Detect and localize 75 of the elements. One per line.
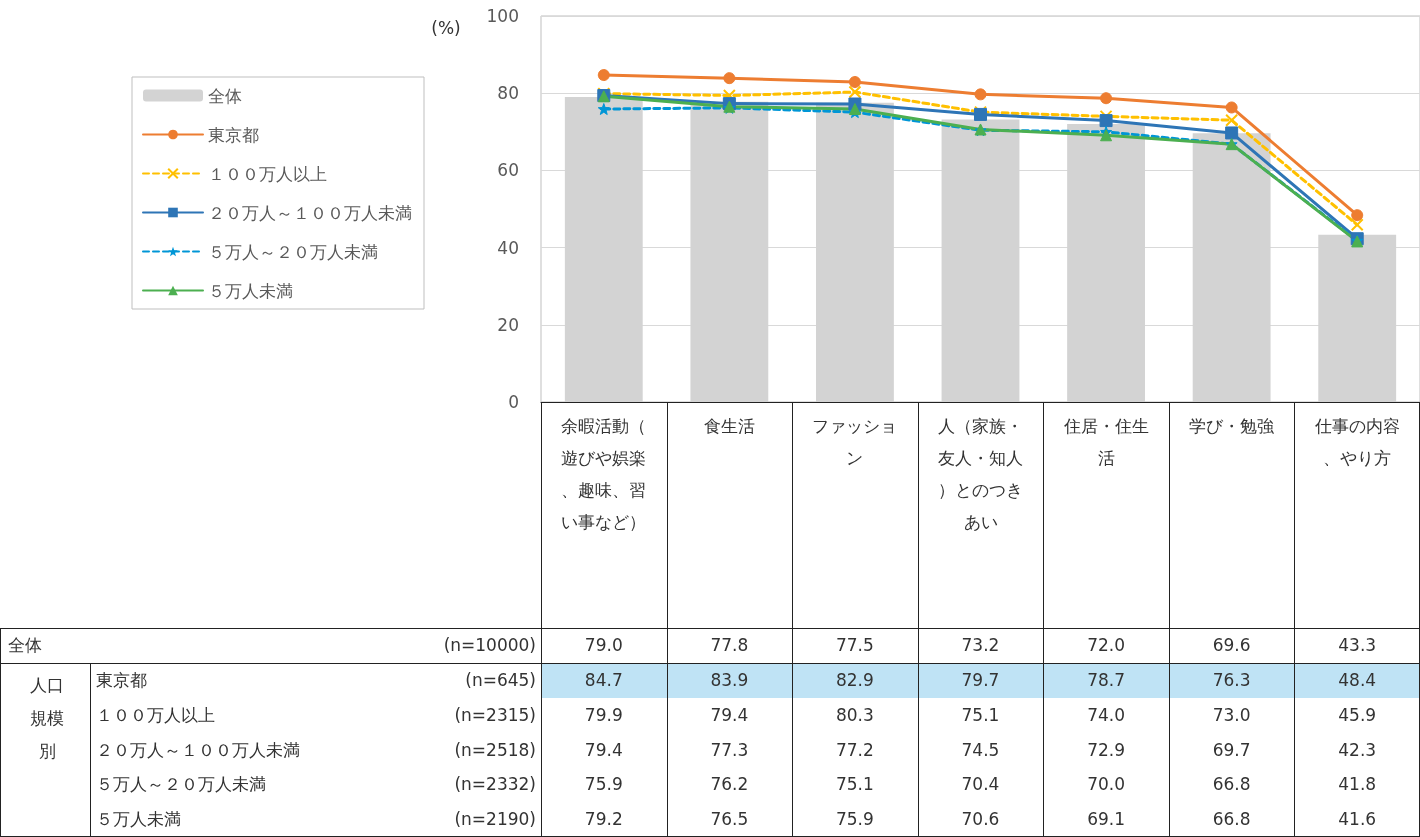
- data-label: 79.4: [709, 703, 750, 727]
- data-label: 77.3: [709, 738, 750, 762]
- data-label: 80.3: [835, 703, 875, 727]
- y-axis-title: (%): [431, 17, 461, 38]
- y-tick-label: 60: [497, 160, 519, 181]
- data-label: 42.3: [1337, 738, 1378, 762]
- data-label: 75.1: [835, 773, 875, 797]
- data-label: 43.3: [1337, 634, 1378, 657]
- x-tick-label: 学び・勉強: [1189, 416, 1275, 436]
- data-label: 75.1: [960, 703, 1001, 727]
- x-tick-label: ファッション: [812, 416, 898, 468]
- data-label: 79.9: [583, 703, 624, 727]
- data-label: 75.9: [835, 808, 875, 832]
- text: 人口規模別: [30, 674, 64, 763]
- legend-label: 全体: [208, 85, 242, 106]
- y-tick-label: 20: [497, 314, 519, 335]
- data-label: 82.9: [835, 669, 875, 692]
- text: 東京都: [96, 670, 147, 690]
- x-tick-label: 住居・住生活: [1062, 416, 1149, 468]
- data-label: 66.8: [1211, 773, 1252, 797]
- data-label: 69.1: [1086, 808, 1126, 832]
- text: (n=10000): [443, 634, 536, 657]
- legend-label: ５万人未満: [208, 280, 293, 301]
- data-label: 77.5: [835, 634, 875, 657]
- text: (n=2190): [454, 808, 536, 832]
- data-label: 84.7: [583, 669, 624, 692]
- text: (n=2518): [454, 738, 536, 762]
- data-label: 79.4: [583, 738, 624, 762]
- data-label: 78.7: [1086, 669, 1126, 692]
- x-tick-label: 食生活: [703, 416, 755, 436]
- legend-label: ２０万人～１００万人未満: [208, 202, 412, 223]
- data-label: 73.0: [1211, 703, 1252, 727]
- legend-label: 東京都: [208, 124, 259, 145]
- data-label: 70.6: [960, 808, 1001, 832]
- data-label: 69.6: [1211, 634, 1252, 657]
- text: (n=2332): [454, 773, 536, 797]
- data-label: 74.0: [1086, 703, 1126, 727]
- x-tick-label: 余暇活動（遊びや娯楽、趣味、習い事など）: [561, 416, 647, 532]
- data-label: 76.3: [1211, 669, 1252, 692]
- data-label: 41.8: [1337, 773, 1378, 797]
- data-label: 72.0: [1086, 634, 1126, 657]
- data-label: 48.4: [1337, 669, 1378, 692]
- y-tick-label: 100: [486, 6, 519, 26]
- data-label: 77.2: [835, 738, 875, 762]
- data-label: 70.4: [960, 773, 1001, 797]
- data-label: 69.7: [1211, 738, 1252, 762]
- y-tick-label: 80: [497, 83, 519, 104]
- data-label: 45.9: [1337, 703, 1378, 727]
- data-label: 79.2: [583, 808, 624, 832]
- legend-label: ５万人～２０万人未満: [208, 241, 378, 262]
- text: (n=2315): [454, 703, 536, 727]
- data-label: 72.9: [1086, 738, 1126, 762]
- y-tick-label: 0: [508, 392, 519, 412]
- text: ５万人～２０万人未満: [96, 774, 266, 795]
- data-label: 66.8: [1211, 808, 1252, 832]
- data-label: 76.5: [709, 808, 750, 832]
- data-label: 74.5: [960, 738, 1001, 762]
- data-label: 79.7: [960, 669, 1001, 692]
- data-label: 79.0: [583, 634, 624, 657]
- x-tick-label: 人（家族・友人・知人）とのつきあい: [938, 416, 1023, 532]
- data-label: 73.2: [960, 634, 1001, 657]
- data-label: 77.8: [709, 634, 750, 657]
- data-label: 70.0: [1086, 773, 1126, 797]
- x-tick-label: 仕事の内容、やり方: [1313, 416, 1400, 468]
- text: 全体: [8, 635, 42, 655]
- y-tick-label: 40: [497, 237, 519, 258]
- legend-label: １００万人以上: [208, 163, 327, 184]
- text: １００万人以上: [96, 704, 215, 725]
- text: ５万人未満: [96, 809, 181, 830]
- data-label: 83.9: [709, 669, 750, 692]
- data-label: 41.6: [1337, 808, 1378, 832]
- data-label: 76.2: [709, 773, 750, 797]
- text: ２０万人～１００万人未満: [96, 739, 300, 760]
- text: (n=645): [465, 669, 536, 692]
- data-label: 75.9: [583, 773, 624, 797]
